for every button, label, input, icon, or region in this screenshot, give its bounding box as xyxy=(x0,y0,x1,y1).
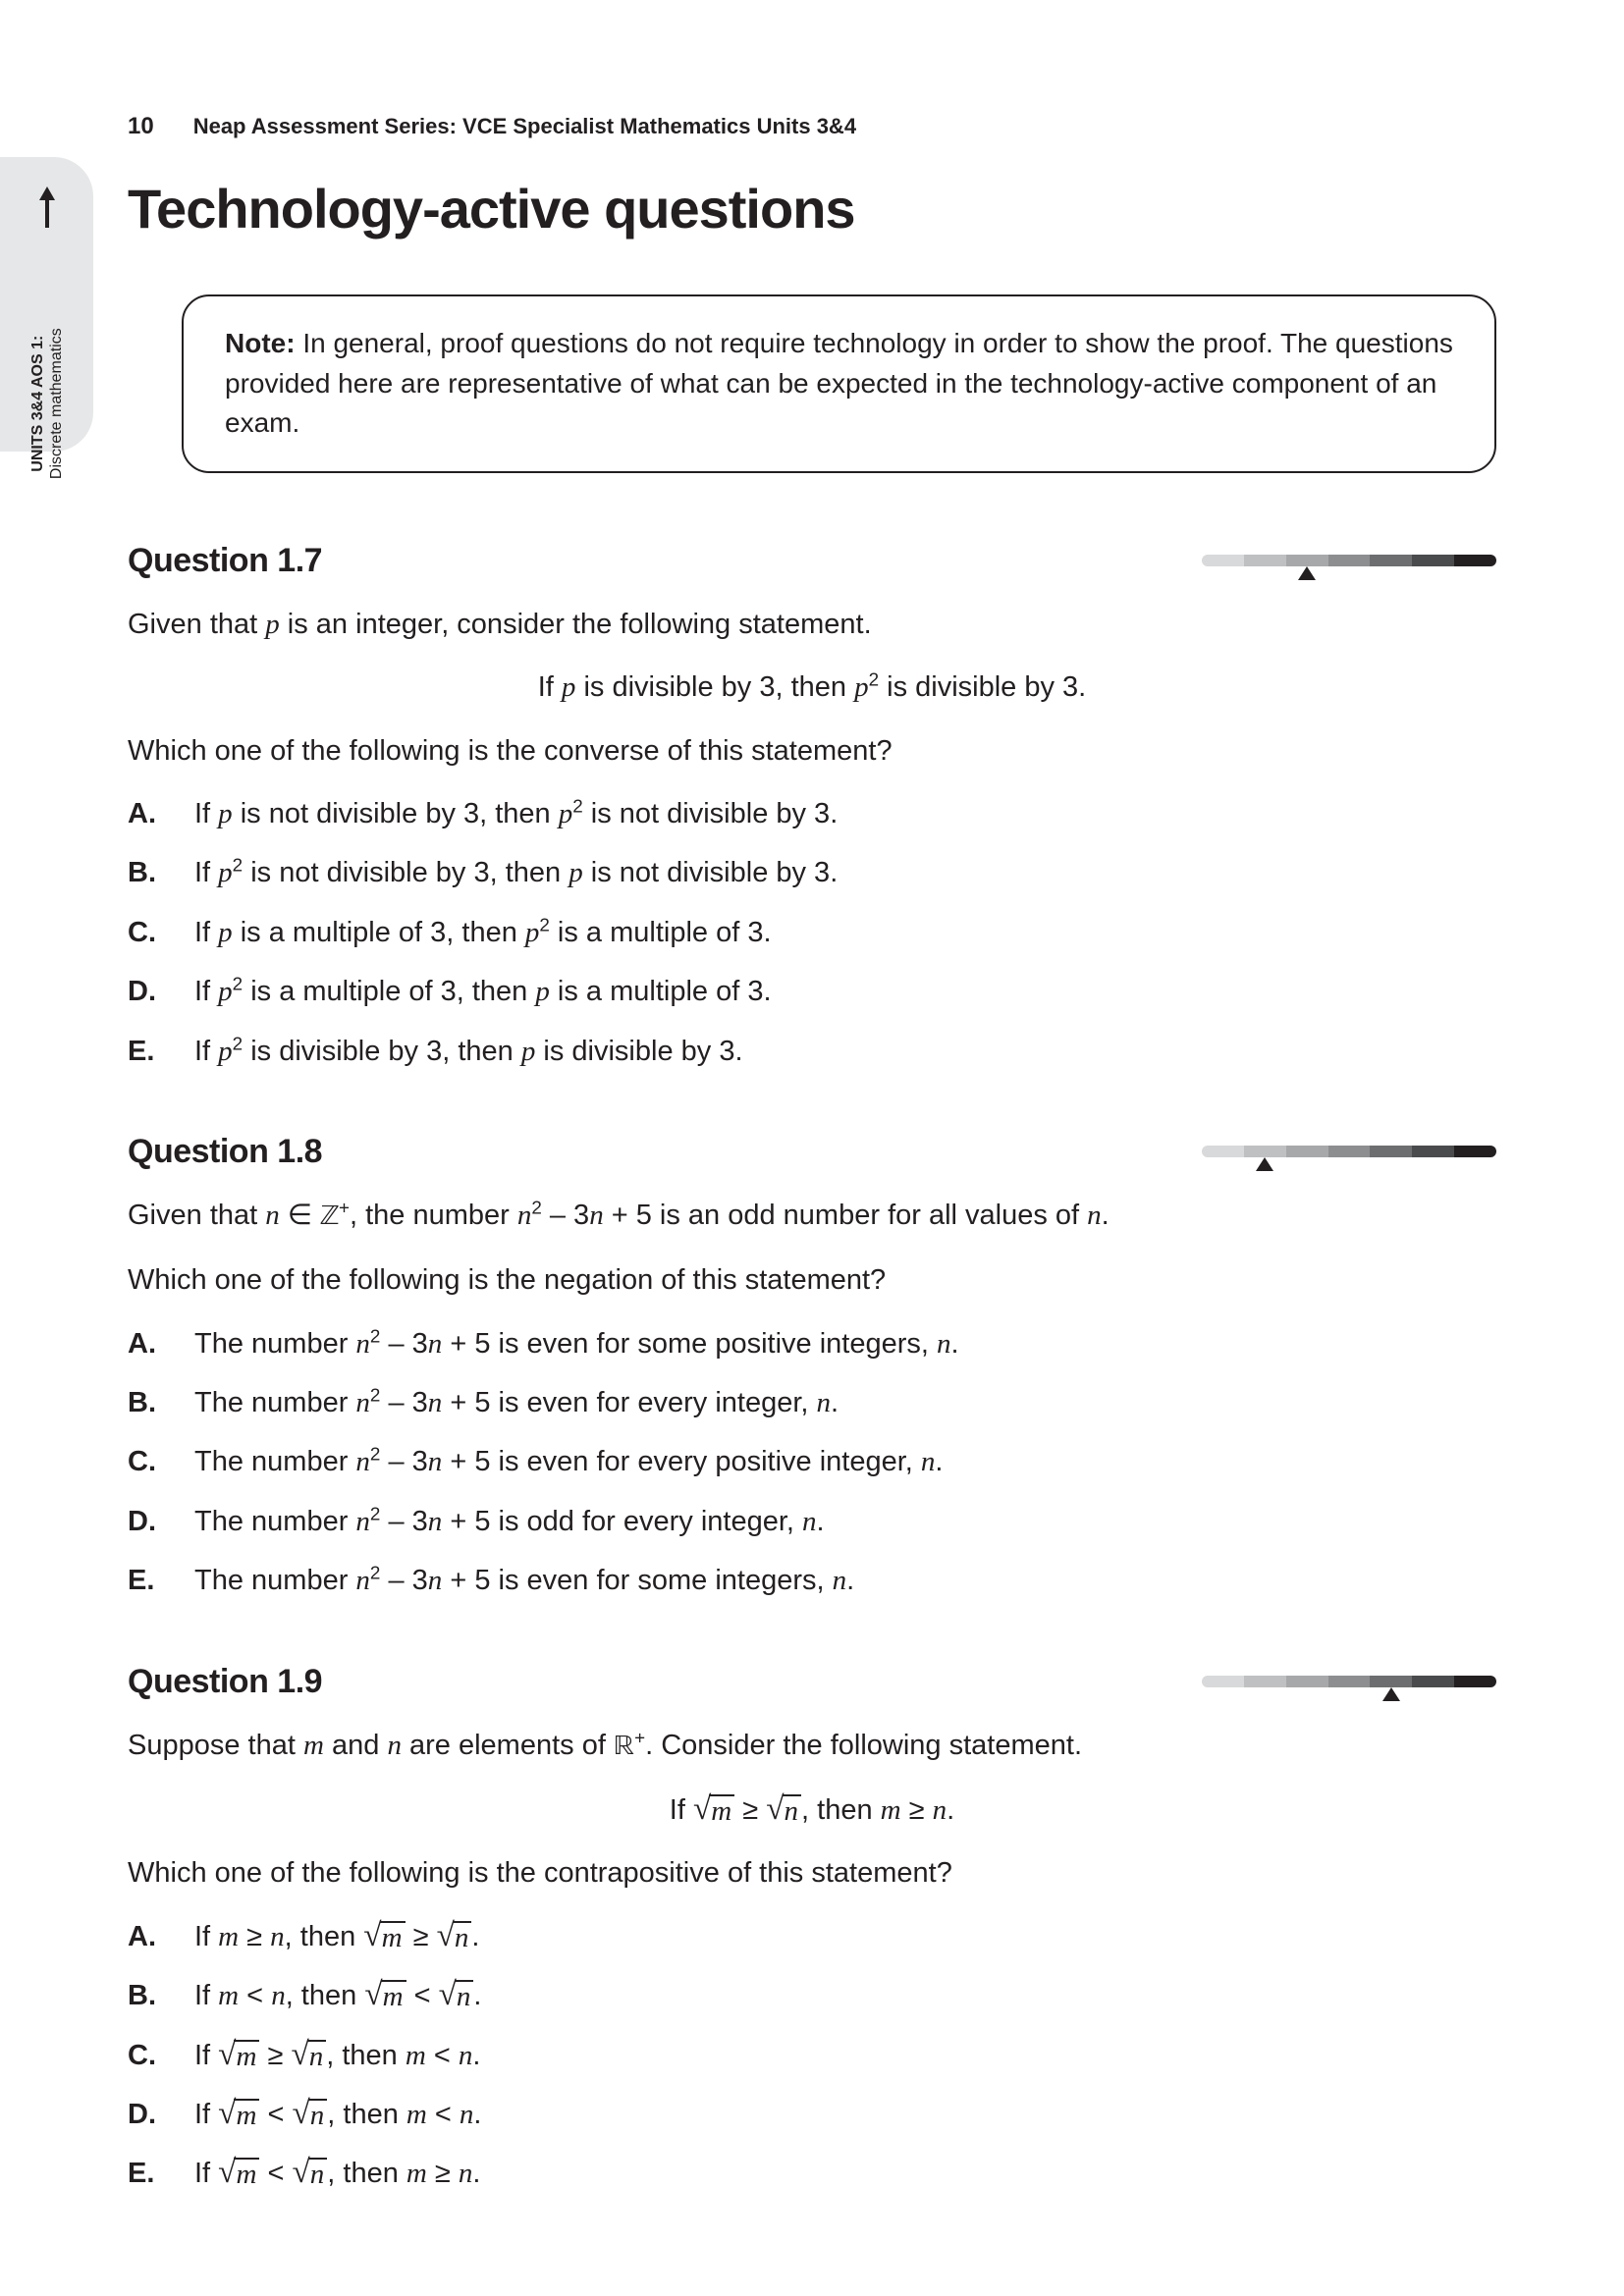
option-row: B.The number n2 – 3n + 5 is even for eve… xyxy=(128,1380,1496,1425)
question-number: Question 1.8 xyxy=(128,1133,322,1171)
option-text: If m ≥ n, then √m ≥ √n. xyxy=(194,1914,1496,1959)
option-letter: B. xyxy=(128,850,194,895)
question-block: Question 1.8 Given that n ∈ ℤ+, the numbe… xyxy=(128,1133,1496,1604)
option-row: E.If p2 is divisible by 3, then p is div… xyxy=(128,1029,1496,1074)
question-body: Given that n ∈ ℤ+, the number n2 – 3n + … xyxy=(128,1193,1496,1604)
question-body: Given that p is an integer, consider the… xyxy=(128,602,1496,1074)
question-statement: If √m ≥ √n, then m ≥ n. xyxy=(128,1788,1496,1833)
arrow-stem xyxy=(45,198,49,228)
note-text: In general, proof questions do not requi… xyxy=(225,328,1453,438)
option-letter: B. xyxy=(128,1380,194,1425)
option-row: B.If p2 is not divisible by 3, then p is… xyxy=(128,850,1496,895)
option-text: If p2 is divisible by 3, then p is divis… xyxy=(194,1029,1496,1074)
option-row: C.If p is a multiple of 3, then p2 is a … xyxy=(128,910,1496,955)
option-text: The number n2 – 3n + 5 is even for some … xyxy=(194,1558,1496,1603)
option-text: If m < n, then √m < √n. xyxy=(194,1973,1496,2018)
option-text: If p2 is not divisible by 3, then p is n… xyxy=(194,850,1496,895)
option-row: E.If √m < √n, then m ≥ n. xyxy=(128,2151,1496,2196)
side-tab-line2: Discrete mathematics xyxy=(47,328,66,479)
option-letter: C. xyxy=(128,910,194,955)
option-row: C.The number n2 – 3n + 5 is even for eve… xyxy=(128,1439,1496,1484)
option-letter: D. xyxy=(128,1499,194,1544)
option-letter: C. xyxy=(128,2033,194,2078)
option-letter: D. xyxy=(128,969,194,1014)
option-letter: B. xyxy=(128,1973,194,2018)
question-body: Suppose that m and n are elements of ℝ+.… xyxy=(128,1723,1496,2197)
option-letter: E. xyxy=(128,1558,194,1603)
side-tab: UNITS 3&4 AOS 1: Discrete mathematics xyxy=(0,157,93,452)
option-text: The number n2 – 3n + 5 is even for every… xyxy=(194,1380,1496,1425)
question-number: Question 1.9 xyxy=(128,1663,322,1701)
option-row: D.If p2 is a multiple of 3, then p is a … xyxy=(128,969,1496,1014)
option-row: A.If m ≥ n, then √m ≥ √n. xyxy=(128,1914,1496,1959)
difficulty-indicator xyxy=(1202,1146,1496,1157)
page-number: 10 xyxy=(128,113,154,140)
question-intro: Suppose that m and n are elements of ℝ+.… xyxy=(128,1723,1496,1770)
option-letter: A. xyxy=(128,1321,194,1366)
question-statement: If p is divisible by 3, then p2 is divis… xyxy=(128,665,1496,710)
option-letter: A. xyxy=(128,791,194,836)
section-title: Technology-active questions xyxy=(128,177,1496,240)
option-row: A.If p is not divisible by 3, then p2 is… xyxy=(128,791,1496,836)
difficulty-arrow-icon xyxy=(1382,1687,1400,1701)
option-text: If p is not divisible by 3, then p2 is n… xyxy=(194,791,1496,836)
option-letter: E. xyxy=(128,1029,194,1074)
question-block: Question 1.7 Given that p is an integer, … xyxy=(128,542,1496,1074)
option-row: C.If √m ≥ √n, then m < n. xyxy=(128,2033,1496,2078)
option-letter: E. xyxy=(128,2151,194,2196)
option-text: The number n2 – 3n + 5 is even for some … xyxy=(194,1321,1496,1366)
question-intro: Given that n ∈ ℤ+, the number n2 – 3n + … xyxy=(128,1193,1496,1240)
option-text: If √m < √n, then m ≥ n. xyxy=(194,2151,1496,2196)
option-text: If √m ≥ √n, then m < n. xyxy=(194,2033,1496,2078)
option-text: If p is a multiple of 3, then p2 is a mu… xyxy=(194,910,1496,955)
option-letter: D. xyxy=(128,2092,194,2137)
difficulty-indicator xyxy=(1202,555,1496,566)
question-block: Question 1.9 Suppose that m and n are ele… xyxy=(128,1663,1496,2197)
option-text: If p2 is a multiple of 3, then p is a mu… xyxy=(194,969,1496,1014)
question-intro: Given that p is an integer, consider the… xyxy=(128,602,1496,647)
difficulty-arrow-icon xyxy=(1298,566,1316,580)
option-row: A.The number n2 – 3n + 5 is even for som… xyxy=(128,1321,1496,1366)
page-header: 10 Neap Assessment Series: VCE Specialis… xyxy=(128,113,1496,140)
question-prompt: Which one of the following is the contra… xyxy=(128,1850,1496,1896)
difficulty-arrow-icon xyxy=(1256,1157,1273,1171)
question-prompt: Which one of the following is the negati… xyxy=(128,1257,1496,1303)
option-text: The number n2 – 3n + 5 is even for every… xyxy=(194,1439,1496,1484)
option-letter: A. xyxy=(128,1914,194,1959)
note-box: Note: In general, proof questions do not… xyxy=(182,294,1496,473)
side-tab-line1: UNITS 3&4 AOS 1: xyxy=(28,335,45,471)
option-letter: C. xyxy=(128,1439,194,1484)
option-row: B.If m < n, then √m < √n. xyxy=(128,1973,1496,2018)
book-title: Neap Assessment Series: VCE Specialist M… xyxy=(193,114,856,139)
option-row: D.The number n2 – 3n + 5 is odd for ever… xyxy=(128,1499,1496,1544)
question-number: Question 1.7 xyxy=(128,542,322,580)
option-text: The number n2 – 3n + 5 is odd for every … xyxy=(194,1499,1496,1544)
side-tab-label: UNITS 3&4 AOS 1: Discrete mathematics xyxy=(27,328,65,479)
difficulty-indicator xyxy=(1202,1676,1496,1687)
note-label: Note: xyxy=(225,328,296,358)
option-text: If √m < √n, then m < n. xyxy=(194,2092,1496,2137)
option-row: D.If √m < √n, then m < n. xyxy=(128,2092,1496,2137)
question-prompt: Which one of the following is the conver… xyxy=(128,728,1496,774)
option-row: E.The number n2 – 3n + 5 is even for som… xyxy=(128,1558,1496,1603)
